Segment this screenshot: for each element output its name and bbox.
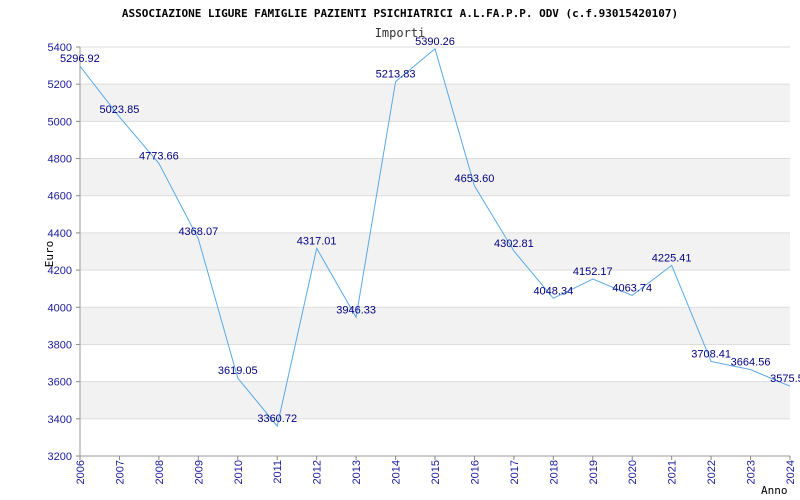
- x-tick-label: 2015: [430, 460, 442, 484]
- grid-band: [80, 381, 790, 419]
- x-tick-label: 2009: [193, 460, 205, 484]
- data-label: 4773.66: [139, 150, 179, 162]
- y-tick-label: 3200: [48, 451, 72, 463]
- x-tick-label: 2021: [667, 460, 679, 484]
- x-tick-label: 2016: [469, 460, 481, 484]
- data-label: 4317.01: [297, 235, 337, 247]
- x-tick-label: 2010: [233, 460, 245, 484]
- y-axis-label: Euro: [43, 241, 56, 268]
- data-label: 3708.41: [691, 348, 731, 360]
- x-tick-label: 2013: [351, 460, 363, 484]
- y-tick-label: 3400: [48, 414, 72, 426]
- x-tick-label: 2024: [785, 460, 797, 484]
- data-label: 4152.17: [573, 266, 613, 278]
- x-tick-label: 2007: [114, 460, 126, 484]
- x-tick-label: 2019: [588, 460, 600, 484]
- data-label: 4048.34: [533, 285, 573, 297]
- grid-band: [80, 307, 790, 345]
- y-tick-label: 3600: [48, 377, 72, 389]
- y-tick-label: 5400: [48, 42, 72, 54]
- data-labels: 5296.92 5023.85 4773.66 4368.07 3619.05 3360.…: [60, 36, 800, 425]
- y-tick-labels: 3200 3400 3600 3800 4000 4200 4400 4600 4800 5000…: [48, 42, 72, 463]
- chart-subtitle: Importi: [375, 26, 426, 40]
- grid-bands: [80, 84, 790, 419]
- data-label: 3360.72: [257, 413, 297, 425]
- data-label: 4302.81: [494, 238, 534, 250]
- x-tick-label: 2023: [746, 460, 758, 484]
- y-tick-label: 4400: [48, 228, 72, 240]
- x-tick-label: 2011: [272, 460, 284, 484]
- series-line: [79, 47, 791, 428]
- data-label: 4653.60: [455, 173, 495, 185]
- x-tick-label: 2018: [548, 460, 560, 484]
- grid-lines: [80, 46, 790, 457]
- data-label: 3575.58: [770, 373, 800, 385]
- x-tick-label: 2017: [509, 460, 521, 484]
- x-tick-label: 2008: [154, 460, 166, 484]
- data-label: 5213.83: [376, 69, 416, 81]
- data-label: 3619.05: [218, 365, 258, 377]
- data-label: 4063.74: [612, 282, 652, 294]
- chart-title: ASSOCIAZIONE LIGURE FAMIGLIE PAZIENTI PS…: [122, 7, 678, 20]
- x-tick-label: 2012: [312, 460, 324, 484]
- data-label: 3946.33: [336, 304, 376, 316]
- series-polyline: [79, 47, 791, 428]
- y-tick-label: 4000: [48, 302, 72, 314]
- x-tick-label: 2022: [706, 460, 718, 484]
- grid-band: [80, 158, 790, 196]
- y-tick-label: 5000: [48, 116, 72, 128]
- data-label: 4368.07: [178, 226, 218, 238]
- x-tick-label: 2020: [627, 460, 639, 484]
- x-axis-label: Anno: [761, 484, 788, 497]
- y-tick-label: 3800: [48, 339, 72, 351]
- data-label: 5296.92: [60, 53, 100, 65]
- grid-band: [80, 84, 790, 122]
- data-label: 3664.56: [731, 357, 771, 369]
- y-tick-label: 4800: [48, 154, 72, 166]
- x-tick-label: 2014: [391, 460, 403, 484]
- x-tick-labels: 2006 2007 2008 2009 2010 2011 2012 2013 2014 2015…: [75, 460, 797, 484]
- data-label: 5023.85: [100, 104, 140, 116]
- x-tick-label: 2006: [75, 460, 87, 484]
- axes: [76, 46, 791, 460]
- y-tick-label: 5200: [48, 79, 72, 91]
- y-tick-label: 4600: [48, 191, 72, 203]
- y-tick-label: 4200: [48, 265, 72, 277]
- data-label: 4225.41: [652, 252, 692, 264]
- data-label: 5390.26: [415, 36, 455, 48]
